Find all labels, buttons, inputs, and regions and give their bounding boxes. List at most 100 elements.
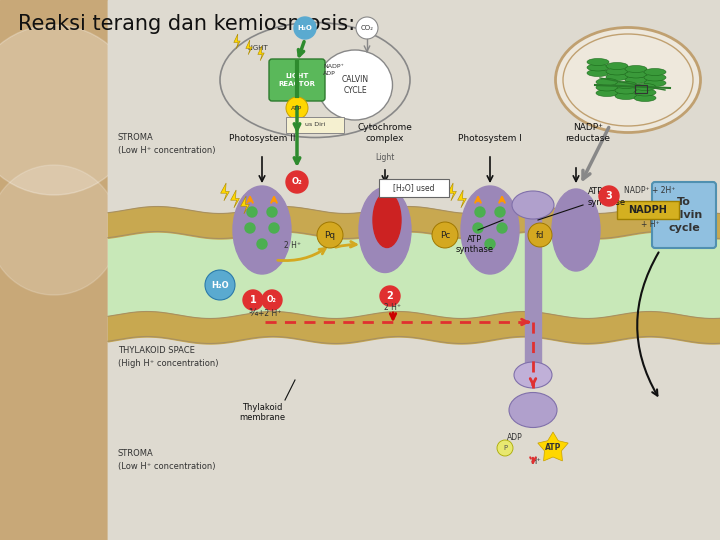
Circle shape [286, 171, 308, 193]
Text: Photosystem II: Photosystem II [229, 134, 295, 143]
FancyBboxPatch shape [617, 201, 679, 219]
Ellipse shape [318, 50, 392, 120]
Ellipse shape [644, 74, 666, 81]
Ellipse shape [587, 58, 609, 65]
Circle shape [257, 239, 267, 249]
Ellipse shape [596, 78, 618, 85]
Text: O₂: O₂ [267, 295, 277, 305]
Circle shape [245, 223, 255, 233]
Text: To
Calvin
cycle: To Calvin cycle [665, 197, 703, 233]
Ellipse shape [587, 64, 609, 71]
Text: Photosystem I: Photosystem I [458, 134, 522, 143]
Text: H⁺: H⁺ [531, 457, 541, 466]
Text: +2 H⁺: +2 H⁺ [258, 309, 282, 318]
Polygon shape [246, 40, 252, 55]
Text: P: P [503, 445, 507, 451]
Polygon shape [240, 196, 249, 214]
Ellipse shape [373, 192, 401, 247]
Text: Pc: Pc [440, 231, 450, 240]
Circle shape [528, 223, 552, 247]
Text: CALVIN
CYCLE: CALVIN CYCLE [341, 75, 369, 94]
Text: ATP
synthase: ATP synthase [456, 235, 494, 254]
Text: STROMA
(Low H⁺ concentration): STROMA (Low H⁺ concentration) [118, 449, 215, 471]
Text: ATP: ATP [545, 443, 561, 453]
Polygon shape [538, 432, 568, 461]
Ellipse shape [606, 68, 628, 75]
Ellipse shape [556, 28, 701, 132]
Text: O₂: O₂ [292, 178, 302, 186]
Circle shape [205, 270, 235, 300]
Circle shape [0, 25, 139, 195]
Polygon shape [234, 34, 240, 49]
Circle shape [497, 440, 513, 456]
Ellipse shape [634, 94, 656, 102]
Polygon shape [448, 183, 456, 201]
Ellipse shape [512, 191, 554, 219]
Circle shape [317, 222, 343, 248]
Text: + H⁺: + H⁺ [641, 220, 660, 229]
Ellipse shape [634, 84, 656, 91]
Polygon shape [258, 46, 264, 60]
Circle shape [286, 97, 308, 119]
Text: Cytochrome
complex: Cytochrome complex [358, 123, 413, 143]
Ellipse shape [615, 87, 637, 94]
Circle shape [599, 186, 619, 206]
Text: 2 H⁺: 2 H⁺ [384, 303, 402, 312]
Circle shape [243, 290, 263, 310]
Circle shape [432, 222, 458, 248]
FancyBboxPatch shape [652, 182, 716, 248]
Circle shape [473, 223, 483, 233]
FancyBboxPatch shape [286, 117, 344, 133]
Circle shape [262, 290, 282, 310]
Text: NADP⁺ + 2H⁺: NADP⁺ + 2H⁺ [624, 186, 675, 195]
Ellipse shape [625, 77, 647, 84]
Ellipse shape [606, 73, 628, 80]
Circle shape [475, 207, 485, 217]
Text: H₂O: H₂O [297, 25, 312, 31]
Circle shape [495, 207, 505, 217]
Ellipse shape [606, 63, 628, 70]
Circle shape [380, 286, 400, 306]
Text: STROMA
(Low H⁺ concentration): STROMA (Low H⁺ concentration) [118, 133, 215, 155]
Text: ATP: ATP [292, 105, 302, 111]
Ellipse shape [625, 65, 647, 72]
Circle shape [269, 223, 279, 233]
Bar [635, 85, 647, 93]
Text: H₂O: H₂O [211, 280, 229, 289]
Text: LIGHT
REACTOR: LIGHT REACTOR [279, 73, 315, 86]
FancyBboxPatch shape [269, 59, 325, 101]
Circle shape [294, 17, 316, 39]
Ellipse shape [615, 82, 637, 89]
Circle shape [247, 207, 257, 217]
Bar [108, 0, 720, 540]
Circle shape [356, 17, 378, 39]
Ellipse shape [509, 393, 557, 428]
Ellipse shape [644, 79, 666, 86]
Circle shape [485, 239, 495, 249]
Text: 1: 1 [250, 295, 256, 305]
Text: Reaksi terang dan kemiosmosis:: Reaksi terang dan kemiosmosis: [18, 14, 355, 34]
Text: NADP⁺: NADP⁺ [323, 64, 343, 69]
Circle shape [0, 165, 119, 295]
Text: ADP: ADP [323, 71, 336, 76]
Text: fd: fd [536, 231, 544, 240]
Text: ATP
synthase: ATP synthase [588, 187, 626, 207]
Ellipse shape [615, 92, 637, 99]
Ellipse shape [587, 70, 609, 77]
Ellipse shape [514, 362, 552, 388]
Text: 3: 3 [606, 191, 613, 201]
Polygon shape [230, 190, 239, 208]
Ellipse shape [233, 186, 291, 274]
Ellipse shape [634, 89, 656, 96]
Polygon shape [220, 183, 230, 201]
Circle shape [267, 207, 277, 217]
Bar [525, 205, 541, 365]
FancyBboxPatch shape [379, 179, 449, 197]
Text: 2 H⁺: 2 H⁺ [284, 241, 301, 250]
Text: LIGHT: LIGHT [248, 45, 269, 51]
Ellipse shape [596, 84, 618, 91]
Text: Thylakoid
membrane: Thylakoid membrane [239, 403, 285, 422]
Text: CO₂: CO₂ [361, 25, 374, 31]
Text: NADPH: NADPH [629, 205, 667, 215]
Ellipse shape [359, 187, 411, 273]
